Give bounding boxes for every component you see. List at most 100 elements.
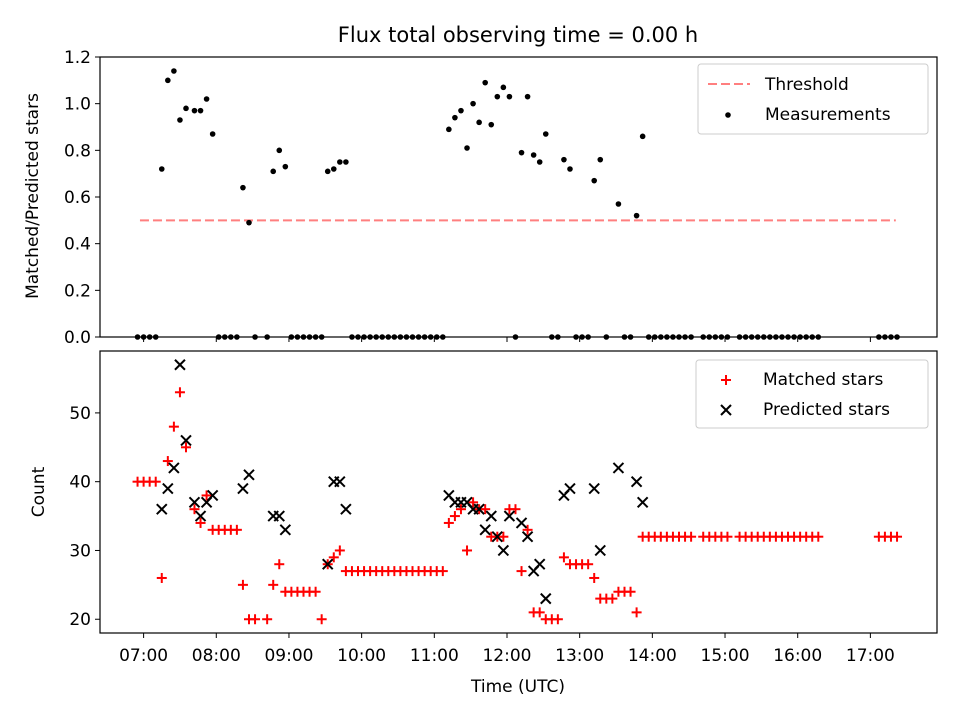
- measurement-point: [197, 107, 204, 114]
- x-stroke-b: [273, 510, 285, 522]
- predicted-star-point: [279, 524, 292, 536]
- measurement-point: [183, 105, 189, 112]
- matched-star-point: [498, 531, 509, 542]
- predicted-star-point: [156, 503, 168, 515]
- x-tick-label: 10:00: [337, 646, 386, 666]
- matched-star-point: [201, 490, 212, 501]
- matched-star-point: [558, 552, 569, 563]
- bottom-legend-box: [695, 359, 929, 429]
- matched-star-point: [250, 614, 261, 625]
- legend-matched-label: Matched stars: [763, 370, 883, 390]
- measurement-point: [177, 117, 183, 123]
- top-plot-frame: [99, 56, 938, 338]
- predicted-star-point: [521, 531, 534, 543]
- x-stroke-b: [485, 510, 497, 522]
- measurement-point: [530, 152, 537, 158]
- x-stroke-b: [540, 592, 552, 605]
- x-tick-label: 09:00: [264, 646, 313, 666]
- matched-star-point: [449, 511, 460, 522]
- x-stroke-b: [188, 496, 201, 509]
- top-plot-panel: 0.0 0.2 0.4 0.6 0.8 1.0 1.2 Threshold Measuremen…: [64, 48, 938, 348]
- measurement-point: [240, 184, 246, 191]
- bottom-x-axis-label: Time (UTC): [470, 677, 565, 697]
- x-stroke-b: [237, 482, 249, 495]
- measurement-point: [470, 100, 476, 107]
- matched-star-point: [231, 524, 242, 535]
- top-y-axis-label: Matched/Predicted stars: [23, 93, 43, 299]
- predicted-star-point: [243, 469, 255, 481]
- matched-star-point: [274, 559, 285, 570]
- x-stroke-b: [168, 462, 180, 474]
- predicted-star-point: [503, 510, 516, 522]
- matched-star-point: [334, 545, 345, 556]
- y-tick-label: 0.8: [64, 141, 91, 161]
- x-stroke-b: [497, 544, 510, 557]
- matched-star-point: [181, 442, 192, 453]
- x-tick-label: 08:00: [192, 646, 241, 666]
- x-tick-label: 16:00: [773, 646, 822, 666]
- x-stroke-b: [206, 489, 219, 502]
- x-stroke-b: [564, 482, 576, 495]
- measurement-point: [464, 145, 470, 151]
- legend-threshold-label: Threshold: [764, 75, 849, 95]
- x-stroke-b: [340, 503, 352, 515]
- x-stroke-b: [194, 510, 207, 522]
- predicted-star-point: [630, 475, 643, 488]
- x-stroke-b: [720, 404, 732, 416]
- measurement-point: [270, 168, 277, 175]
- predicted-star-point: [497, 544, 510, 557]
- legend-measurements-swatch: [725, 112, 731, 118]
- predicted-star-point: [322, 558, 334, 570]
- predicted-star-point: [168, 462, 180, 474]
- measurement-point: [165, 77, 171, 84]
- x-stroke-b: [174, 359, 186, 371]
- matched-star-point: [328, 552, 339, 563]
- measurement-point: [276, 147, 283, 154]
- x-stroke-b: [162, 482, 174, 495]
- x-tick-label: 11:00: [410, 646, 459, 666]
- x-tick-label: 14:00: [628, 646, 677, 666]
- matched-star-point: [534, 607, 545, 618]
- x-stroke-b: [334, 475, 346, 488]
- legend-predicted-label: Predicted stars: [763, 400, 890, 420]
- predicted-star-point: [594, 544, 606, 557]
- measurement-point: [633, 212, 640, 219]
- y-tick-label: 0.4: [64, 235, 91, 255]
- matched-star-point: [195, 517, 206, 528]
- matched-star-point: [262, 614, 273, 625]
- x-stroke-b: [491, 531, 504, 543]
- matched-star-point: [174, 387, 185, 398]
- legend-measurements-label: Measurements: [765, 105, 891, 125]
- x-stroke-b: [443, 489, 455, 502]
- matched-star-point: [437, 566, 448, 577]
- predicted-star-point: [340, 503, 352, 515]
- measurement-point: [337, 159, 343, 165]
- predicted-star-point: [491, 531, 504, 543]
- measurement-point: [500, 84, 507, 91]
- matched-star-point: [268, 579, 279, 590]
- matched-star-point: [722, 531, 733, 542]
- predicted-star-point: [533, 558, 546, 570]
- x-stroke-b: [503, 510, 516, 522]
- matched-star-point: [892, 531, 903, 542]
- x-stroke-b: [156, 503, 168, 515]
- matched-star-point: [625, 586, 636, 597]
- matched-star-point: [168, 421, 179, 432]
- top-legend-box: [697, 63, 929, 135]
- x-stroke-b: [594, 544, 606, 557]
- x-stroke-b: [612, 462, 625, 474]
- measurement-point: [482, 79, 488, 86]
- predicted-star-point: [473, 503, 485, 515]
- predicted-star-point: [612, 462, 625, 474]
- y-tick-label: 30: [69, 541, 91, 561]
- predicted-star-point: [540, 592, 552, 605]
- measurement-point: [171, 68, 177, 74]
- matched-star-point: [443, 517, 454, 528]
- matched-star-point: [686, 531, 697, 542]
- x-tick-label: 17:00: [846, 646, 895, 666]
- x-tick-label: 15:00: [701, 646, 750, 666]
- measurement-point: [452, 114, 458, 121]
- y-tick-label: 0.0: [64, 328, 91, 348]
- measurement-point: [324, 168, 331, 175]
